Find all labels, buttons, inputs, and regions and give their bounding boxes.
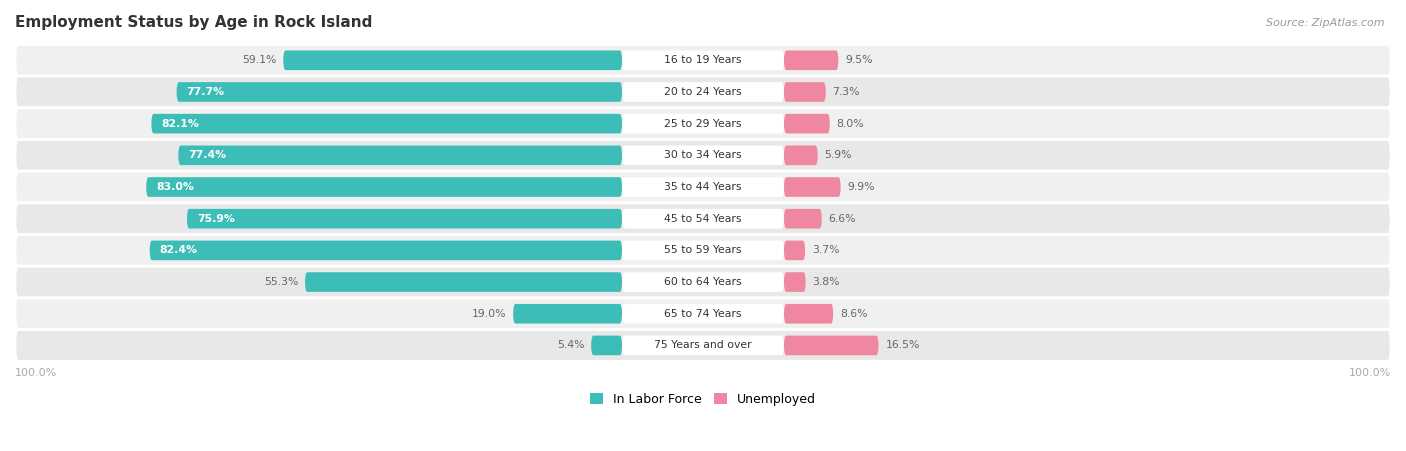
FancyBboxPatch shape <box>785 304 834 323</box>
Text: 75.9%: 75.9% <box>197 214 235 224</box>
Text: 8.0%: 8.0% <box>837 119 865 129</box>
Text: 45 to 54 Years: 45 to 54 Years <box>664 214 742 224</box>
FancyBboxPatch shape <box>15 45 1391 76</box>
FancyBboxPatch shape <box>785 114 830 133</box>
Text: 77.4%: 77.4% <box>188 150 226 161</box>
FancyBboxPatch shape <box>15 266 1391 298</box>
FancyBboxPatch shape <box>621 272 785 292</box>
Legend: In Labor Force, Unemployed: In Labor Force, Unemployed <box>585 388 821 411</box>
FancyBboxPatch shape <box>621 209 785 229</box>
Text: 60 to 64 Years: 60 to 64 Years <box>664 277 742 287</box>
FancyBboxPatch shape <box>621 304 785 323</box>
FancyBboxPatch shape <box>785 209 821 229</box>
FancyBboxPatch shape <box>621 82 785 102</box>
Text: 20 to 24 Years: 20 to 24 Years <box>664 87 742 97</box>
FancyBboxPatch shape <box>15 203 1391 235</box>
FancyBboxPatch shape <box>15 139 1391 171</box>
FancyBboxPatch shape <box>149 240 621 260</box>
FancyBboxPatch shape <box>621 177 785 197</box>
FancyBboxPatch shape <box>785 240 806 260</box>
FancyBboxPatch shape <box>621 240 785 260</box>
Text: 65 to 74 Years: 65 to 74 Years <box>664 309 742 319</box>
FancyBboxPatch shape <box>179 146 621 165</box>
Text: 3.7%: 3.7% <box>811 245 839 255</box>
Text: 8.6%: 8.6% <box>839 309 868 319</box>
Text: 82.4%: 82.4% <box>160 245 198 255</box>
Text: 55 to 59 Years: 55 to 59 Years <box>664 245 742 255</box>
FancyBboxPatch shape <box>785 336 879 355</box>
Text: 75 Years and over: 75 Years and over <box>654 341 752 350</box>
Text: 25 to 29 Years: 25 to 29 Years <box>664 119 742 129</box>
Text: 83.0%: 83.0% <box>156 182 194 192</box>
FancyBboxPatch shape <box>177 82 621 102</box>
FancyBboxPatch shape <box>785 177 841 197</box>
FancyBboxPatch shape <box>785 82 825 102</box>
FancyBboxPatch shape <box>187 209 621 229</box>
FancyBboxPatch shape <box>283 51 621 70</box>
FancyBboxPatch shape <box>785 146 818 165</box>
FancyBboxPatch shape <box>15 108 1391 139</box>
FancyBboxPatch shape <box>785 272 806 292</box>
Text: 59.1%: 59.1% <box>242 55 277 65</box>
Text: 9.9%: 9.9% <box>848 182 875 192</box>
FancyBboxPatch shape <box>621 336 785 355</box>
Text: 55.3%: 55.3% <box>264 277 298 287</box>
Text: 30 to 34 Years: 30 to 34 Years <box>664 150 742 161</box>
FancyBboxPatch shape <box>785 51 838 70</box>
Text: 19.0%: 19.0% <box>472 309 506 319</box>
FancyBboxPatch shape <box>621 51 785 70</box>
FancyBboxPatch shape <box>15 298 1391 330</box>
Text: 5.9%: 5.9% <box>824 150 852 161</box>
Text: 9.5%: 9.5% <box>845 55 873 65</box>
Text: 3.8%: 3.8% <box>813 277 839 287</box>
FancyBboxPatch shape <box>146 177 621 197</box>
Text: 82.1%: 82.1% <box>162 119 200 129</box>
FancyBboxPatch shape <box>513 304 621 323</box>
Text: 35 to 44 Years: 35 to 44 Years <box>664 182 742 192</box>
FancyBboxPatch shape <box>15 171 1391 203</box>
Text: 77.7%: 77.7% <box>187 87 225 97</box>
Text: 100.0%: 100.0% <box>15 368 58 378</box>
FancyBboxPatch shape <box>621 114 785 133</box>
Text: Source: ZipAtlas.com: Source: ZipAtlas.com <box>1267 18 1385 28</box>
FancyBboxPatch shape <box>621 146 785 165</box>
FancyBboxPatch shape <box>305 272 621 292</box>
Text: 6.6%: 6.6% <box>828 214 856 224</box>
Text: 5.4%: 5.4% <box>557 341 585 350</box>
Text: 100.0%: 100.0% <box>1348 368 1391 378</box>
Text: 7.3%: 7.3% <box>832 87 860 97</box>
FancyBboxPatch shape <box>15 76 1391 108</box>
FancyBboxPatch shape <box>15 235 1391 266</box>
FancyBboxPatch shape <box>15 330 1391 361</box>
Text: 16.5%: 16.5% <box>886 341 920 350</box>
Text: 16 to 19 Years: 16 to 19 Years <box>664 55 742 65</box>
FancyBboxPatch shape <box>591 336 621 355</box>
FancyBboxPatch shape <box>152 114 621 133</box>
Text: Employment Status by Age in Rock Island: Employment Status by Age in Rock Island <box>15 15 373 30</box>
